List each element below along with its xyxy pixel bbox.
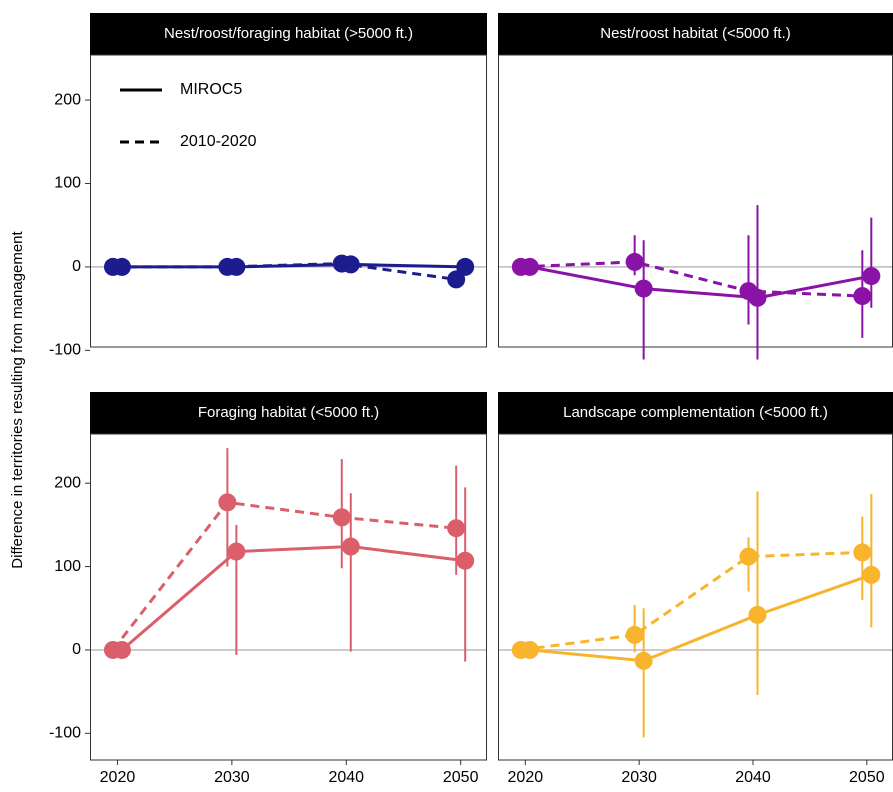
point [341, 537, 360, 556]
x-tick-label: 2040 [328, 769, 364, 786]
panel-title: Nest/roost/foraging habitat (>5000 ft.) [164, 25, 413, 42]
panel-title: Landscape complementation (<5000 ft.) [563, 404, 828, 421]
panel [498, 54, 893, 348]
x-tick-label: 2050 [849, 769, 885, 786]
panel [498, 433, 893, 761]
point [739, 282, 758, 301]
series-line [520, 550, 863, 652]
strip [90, 13, 487, 55]
point [456, 257, 475, 276]
strip [498, 392, 893, 434]
point [625, 252, 644, 271]
y-tick-label: 0 [72, 258, 81, 275]
point [739, 547, 758, 566]
panel-title: Nest/roost habitat (<5000 ft.) [600, 25, 791, 42]
y-axis-label: Difference in territories resulting from… [9, 230, 26, 568]
point [332, 254, 351, 273]
strip [498, 13, 893, 55]
y-tick-label: 200 [54, 474, 81, 491]
point [634, 279, 653, 298]
point [853, 287, 872, 306]
point [511, 257, 530, 276]
legend-label: MIROC5 [180, 81, 242, 98]
point [218, 493, 237, 512]
y-tick-label: 200 [54, 91, 81, 108]
point [625, 625, 644, 644]
series-line [120, 545, 466, 652]
x-tick-label: 2020 [508, 769, 544, 786]
panel [90, 54, 487, 348]
point [862, 267, 881, 286]
x-tick-label: 2030 [214, 769, 250, 786]
series-line [111, 500, 457, 651]
x-tick-label: 2030 [621, 769, 657, 786]
point [103, 257, 122, 276]
legend-label: 2010-2020 [180, 133, 257, 150]
point [862, 565, 881, 584]
series-line [529, 265, 872, 300]
panel-title: Foraging habitat (<5000 ft.) [198, 404, 379, 421]
point [748, 605, 767, 624]
strip [90, 392, 487, 434]
x-tick-label: 2040 [735, 769, 771, 786]
y-tick-label: 0 [72, 641, 81, 658]
point [447, 519, 466, 538]
x-tick-label: 2050 [443, 769, 479, 786]
series-line [112, 262, 457, 281]
series-line [529, 573, 872, 663]
point [456, 551, 475, 570]
series-line [520, 260, 863, 298]
x-tick-label: 2020 [100, 769, 136, 786]
point [227, 542, 246, 561]
point [853, 543, 872, 562]
point [511, 640, 530, 659]
y-tick-label: 100 [54, 558, 81, 575]
panel [90, 433, 487, 761]
point [218, 257, 237, 276]
y-tick-label: -100 [49, 725, 81, 742]
point [634, 651, 653, 670]
point [103, 640, 122, 659]
point [447, 270, 466, 289]
point [332, 508, 351, 527]
y-tick-label: -100 [49, 342, 81, 359]
y-tick-label: 100 [54, 175, 81, 192]
